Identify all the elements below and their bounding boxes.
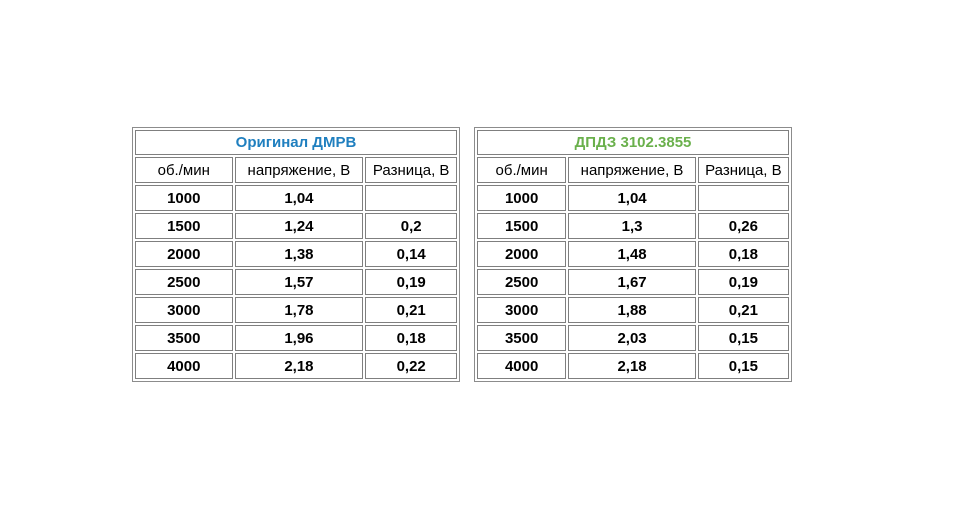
cell-rpm: 1500 <box>135 213 233 239</box>
cell-rpm: 1000 <box>135 185 233 211</box>
cell-difference: 0,15 <box>697 325 789 351</box>
cell-difference: 0,21 <box>697 297 789 323</box>
cell-difference: 0,22 <box>365 353 457 379</box>
cell-voltage: 1,48 <box>568 241 696 267</box>
cell-rpm: 4000 <box>135 353 233 379</box>
cell-voltage: 2,03 <box>568 325 696 351</box>
cell-voltage: 1,04 <box>568 185 696 211</box>
table-row: 1500 1,3 0,26 <box>477 213 789 239</box>
table-row: 2500 1,57 0,19 <box>135 269 457 295</box>
table-title: ДПДЗ 3102.3855 <box>477 130 789 155</box>
cell-rpm: 2000 <box>135 241 233 267</box>
cell-voltage: 2,18 <box>568 353 696 379</box>
cell-rpm: 1000 <box>477 185 567 211</box>
table-row: 4000 2,18 0,22 <box>135 353 457 379</box>
cell-voltage: 1,88 <box>568 297 696 323</box>
cell-rpm: 3500 <box>477 325 567 351</box>
cell-voltage: 1,96 <box>234 325 364 351</box>
table-title: Оригинал ДМРВ <box>135 130 457 155</box>
cell-rpm: 3000 <box>477 297 567 323</box>
column-header-difference: Разница, В <box>365 157 457 183</box>
column-header-difference: Разница, В <box>697 157 789 183</box>
cell-voltage: 2,18 <box>234 353 364 379</box>
cell-difference: 0,14 <box>365 241 457 267</box>
cell-rpm: 4000 <box>477 353 567 379</box>
cell-voltage: 1,24 <box>234 213 364 239</box>
cell-rpm: 2500 <box>477 269 567 295</box>
cell-voltage: 1,78 <box>234 297 364 323</box>
cell-voltage: 1,38 <box>234 241 364 267</box>
table-row: 3500 2,03 0,15 <box>477 325 789 351</box>
cell-difference <box>697 185 789 211</box>
cell-difference: 0,26 <box>697 213 789 239</box>
cell-rpm: 2500 <box>135 269 233 295</box>
cell-rpm: 3000 <box>135 297 233 323</box>
table-row: 2500 1,67 0,19 <box>477 269 789 295</box>
table-row: 3000 1,78 0,21 <box>135 297 457 323</box>
table-original-dmrv: Оригинал ДМРВ об./мин напряжение, В Разн… <box>132 127 460 382</box>
table-row: 2000 1,48 0,18 <box>477 241 789 267</box>
cell-difference: 0,18 <box>697 241 789 267</box>
table-row: 4000 2,18 0,15 <box>477 353 789 379</box>
cell-difference: 0,19 <box>697 269 789 295</box>
cell-voltage: 1,3 <box>568 213 696 239</box>
column-header-rpm: об./мин <box>135 157 233 183</box>
cell-voltage: 1,67 <box>568 269 696 295</box>
column-header-voltage: напряжение, В <box>234 157 364 183</box>
cell-difference: 0,2 <box>365 213 457 239</box>
table-dpdz: ДПДЗ 3102.3855 об./мин напряжение, В Раз… <box>474 127 792 382</box>
cell-rpm: 3500 <box>135 325 233 351</box>
cell-difference: 0,19 <box>365 269 457 295</box>
cell-difference: 0,18 <box>365 325 457 351</box>
column-header-rpm: об./мин <box>477 157 567 183</box>
cell-voltage: 1,04 <box>234 185 364 211</box>
cell-difference <box>365 185 457 211</box>
cell-rpm: 2000 <box>477 241 567 267</box>
cell-rpm: 1500 <box>477 213 567 239</box>
table-row: 2000 1,38 0,14 <box>135 241 457 267</box>
table-row: 1000 1,04 <box>135 185 457 211</box>
table-row: 1000 1,04 <box>477 185 789 211</box>
table-row: 1500 1,24 0,2 <box>135 213 457 239</box>
table-row: 3000 1,88 0,21 <box>477 297 789 323</box>
column-header-voltage: напряжение, В <box>568 157 696 183</box>
table-row: 3500 1,96 0,18 <box>135 325 457 351</box>
cell-voltage: 1,57 <box>234 269 364 295</box>
cell-difference: 0,15 <box>697 353 789 379</box>
cell-difference: 0,21 <box>365 297 457 323</box>
